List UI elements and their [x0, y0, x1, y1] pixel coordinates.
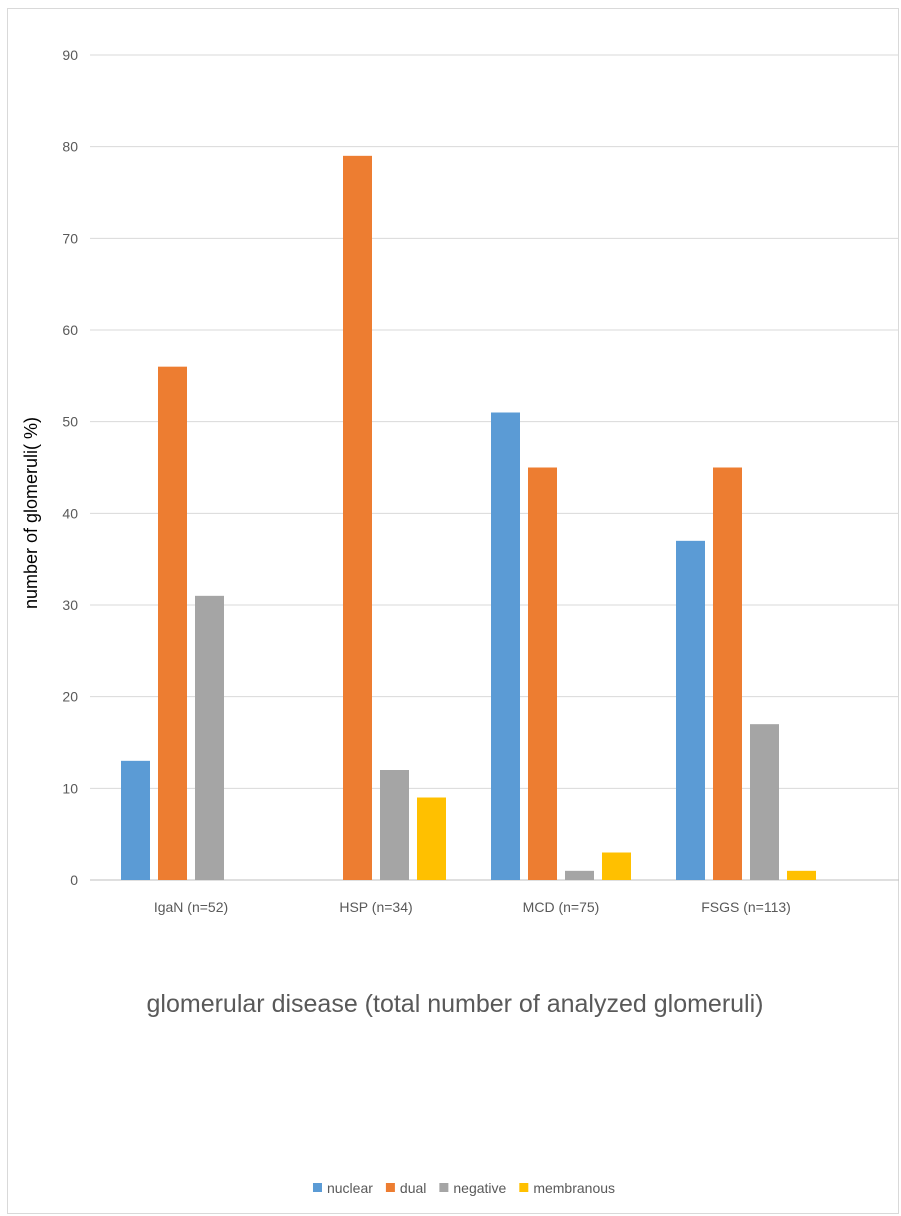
bar-dual: [343, 155, 372, 881]
y-axis-label: number of glomeruli( %): [21, 417, 41, 609]
bar-membranous: [417, 797, 446, 880]
bar-dual: [713, 467, 742, 880]
x-axis-ticks: IgaN (n=52) HSP (n=34) MCD (n=75) FSGS (n=1…: [154, 899, 791, 915]
bar-negative: [750, 724, 779, 880]
legend-label-negative: negative: [453, 1180, 506, 1196]
y-tick-label: 0: [70, 872, 78, 888]
bar-membranous: [602, 852, 631, 880]
x-tick-label: IgaN (n=52): [154, 899, 228, 915]
bar-nuclear: [121, 760, 150, 880]
y-tick-label: 40: [62, 505, 78, 521]
bar-dual: [158, 366, 187, 880]
legend: nuclear dual negative membranous: [312, 1180, 615, 1196]
legend-swatch-membranous: [519, 1183, 529, 1192]
y-tick-label: 70: [62, 230, 78, 246]
bar-nuclear: [491, 412, 520, 880]
y-tick-label: 10: [62, 780, 78, 796]
y-tick-label: 30: [62, 597, 78, 613]
legend-label-nuclear: nuclear: [327, 1180, 373, 1196]
x-axis-title: glomerular disease (total number of anal…: [147, 990, 764, 1018]
legend-swatch-dual: [385, 1183, 395, 1192]
legend-label-membranous: membranous: [533, 1180, 615, 1196]
bar-negative: [565, 870, 594, 880]
y-tick-label: 50: [62, 414, 78, 430]
chart-frame: [7, 8, 899, 1214]
x-tick-label: FSGS (n=113): [701, 899, 791, 915]
y-tick-label: 80: [62, 139, 78, 155]
x-tick-label: MCD (n=75): [523, 899, 600, 915]
bars: [121, 155, 816, 881]
legend-swatch-nuclear: [312, 1183, 322, 1192]
y-tick-label: 60: [62, 322, 78, 338]
bar-dual: [528, 467, 557, 880]
legend-swatch-negative: [439, 1183, 449, 1192]
bar-membranous: [787, 870, 816, 880]
bar-negative: [380, 769, 409, 880]
legend-label-dual: dual: [400, 1180, 426, 1196]
bar-negative: [195, 595, 224, 880]
y-axis-ticks: 0 10 20 30 40 50 60 70 80 90: [62, 47, 78, 888]
y-tick-label: 90: [62, 47, 78, 63]
bar-nuclear: [676, 540, 705, 880]
x-tick-label: HSP (n=34): [339, 899, 412, 915]
y-tick-label: 20: [62, 689, 78, 705]
